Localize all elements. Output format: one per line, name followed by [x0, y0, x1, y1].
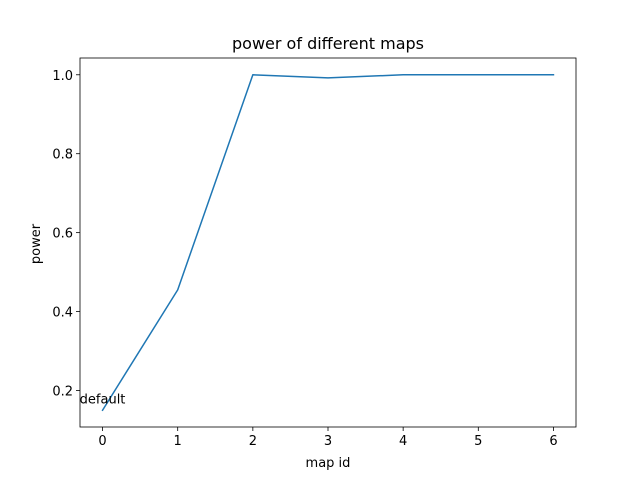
x-tick-label: 5 — [474, 434, 482, 449]
plot-area: 0 1 2 3 4 5 6 0.2 0.4 0.6 0.8 1.0 default — [52, 57, 577, 449]
chart-title: power of different maps — [232, 34, 424, 53]
y-tick-label: 0.2 — [52, 384, 73, 399]
x-tick-label: 6 — [549, 434, 557, 449]
series-line-0 — [101, 74, 555, 412]
y-tick-label: 0.6 — [52, 227, 73, 242]
x-tick-label: 2 — [249, 434, 257, 449]
annotation-label: default — [80, 392, 126, 407]
x-tick-label: 0 — [98, 434, 106, 449]
y-tick-label: 0.4 — [52, 306, 73, 321]
y-tick-label: 0.8 — [52, 148, 73, 163]
y-axis-label: power — [29, 223, 44, 264]
y-tick-label: 1.0 — [52, 69, 73, 84]
x-tick-label: 4 — [399, 434, 407, 449]
x-tick-label: 3 — [324, 434, 332, 449]
x-axis-label: map id — [306, 456, 351, 471]
x-tick-label: 1 — [174, 434, 182, 449]
